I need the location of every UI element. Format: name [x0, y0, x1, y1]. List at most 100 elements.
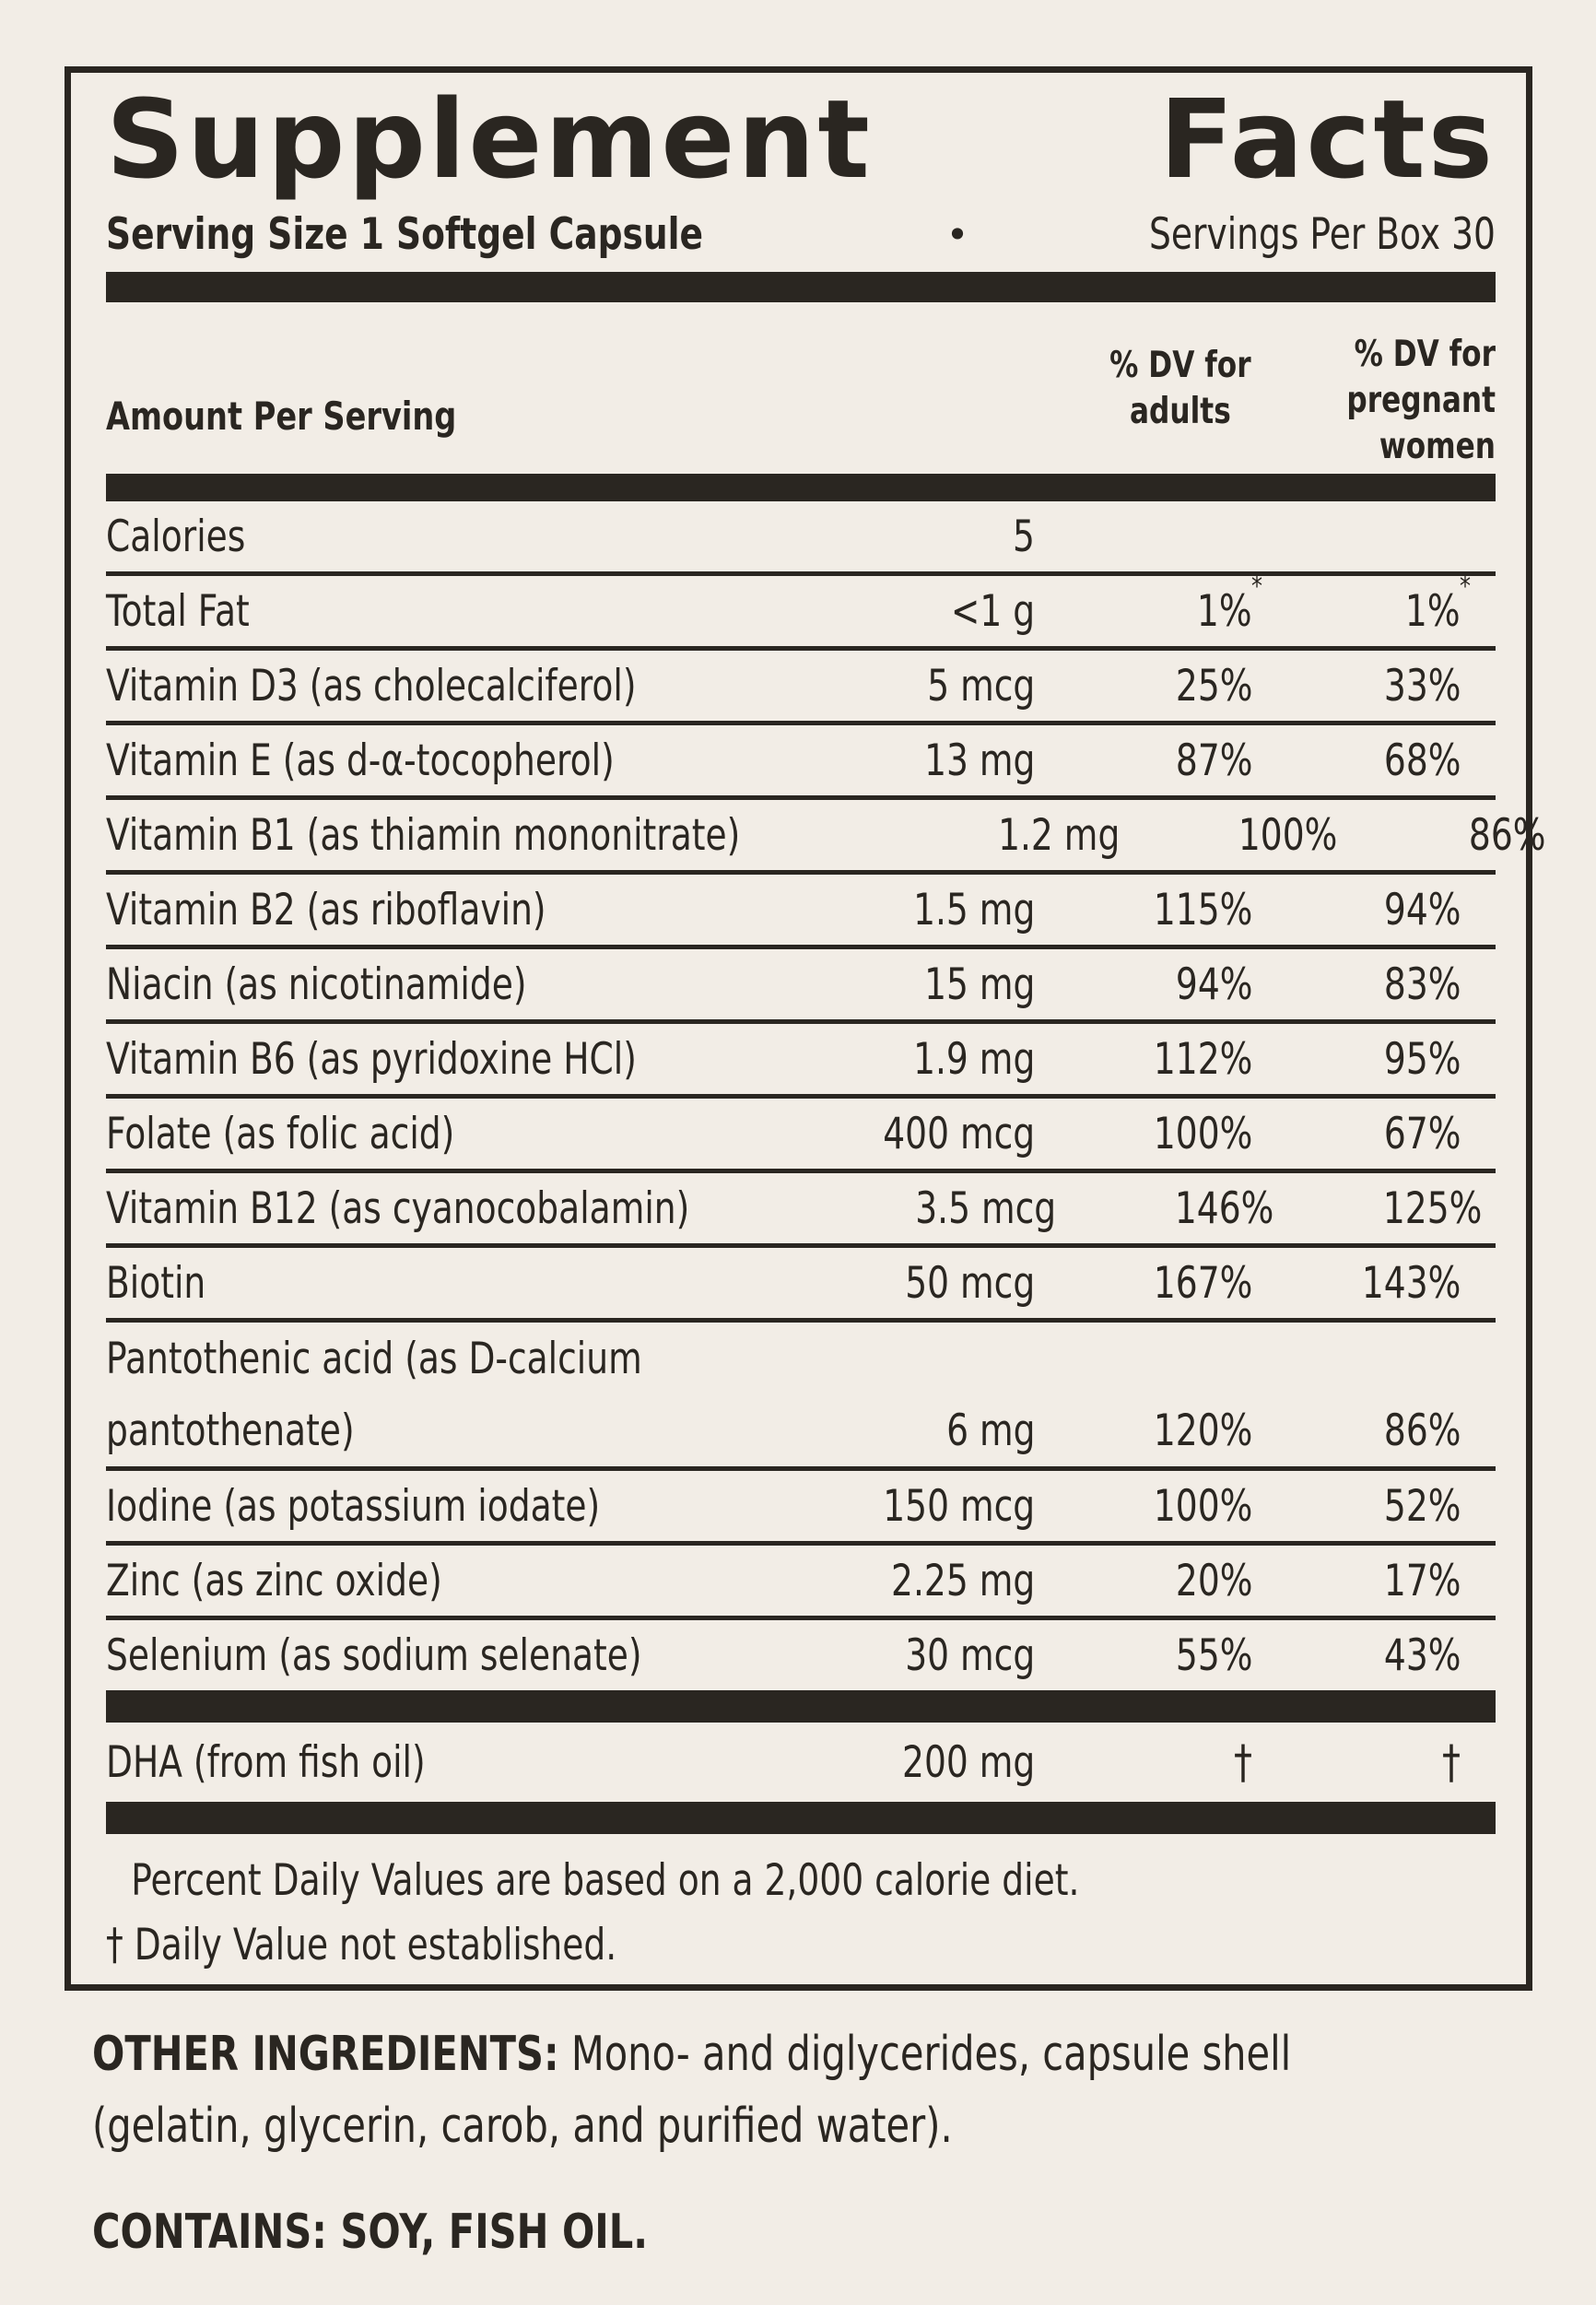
serving-line: Serving Size 1 Softgel Capsule • Serving…	[106, 207, 1496, 261]
other-ingredients-text: Mono- and diglycerides, capsule shell (g…	[92, 2027, 1292, 2154]
column-header-row: Amount Per Serving % DV for adults % DV …	[106, 302, 1496, 474]
nutrient-amount: 1.5 mg	[912, 884, 1035, 935]
table-row: Zinc (as zinc oxide) 2.25 mg 20% 17%	[106, 1546, 1496, 1621]
footnote-asterisk: *	[1460, 570, 1472, 603]
table-row: Vitamin D3 (as cholecalciferol) 5 mcg 25…	[106, 651, 1496, 726]
dv-pregnant: 94%	[1383, 884, 1461, 935]
dv-pregnant: 95%	[1383, 1033, 1461, 1085]
nutrient-amount: 5	[1013, 511, 1035, 562]
column-header-dv-pregnant: % DV for pregnant women	[1346, 334, 1496, 468]
nutrient-name: Calories	[106, 511, 246, 562]
dv-adults: 100%	[1153, 1480, 1253, 1532]
nutrient-amount: 50 mcg	[905, 1257, 1035, 1309]
table-row: Vitamin B2 (as riboflavin) 1.5 mg 115% 9…	[106, 875, 1496, 950]
column-header-amount: Amount Per Serving	[106, 394, 457, 440]
nutrient-amount: 3.5 mcg	[915, 1182, 1057, 1234]
nutrient-amount: 200 mg	[901, 1736, 1035, 1788]
nutrient-name: Vitamin D3 (as cholecalciferol)	[106, 660, 637, 711]
table-row: Niacin (as nicotinamide) 15 mg 94% 83%	[106, 949, 1496, 1025]
contains-statement: CONTAINS: SOY, FISH OIL.	[92, 2205, 649, 2260]
dv-pregnant: 43%	[1383, 1629, 1461, 1681]
footnote-percent-dv: Percent Daily Values are based on a 2,00…	[131, 1855, 1080, 1907]
divider-bar	[106, 1802, 1496, 1835]
nutrient-amount: 30 mcg	[905, 1629, 1035, 1681]
dv-adults: 20%	[1175, 1555, 1252, 1606]
table-row: Biotin 50 mcg 167% 143%	[106, 1248, 1496, 1323]
table-row-calories: Calories 5	[106, 501, 1496, 577]
table-row-pantothenic-acid: Pantothenic acid (as D-calcium pantothen…	[106, 1323, 1496, 1472]
table-row: Iodine (as potassium iodate) 150 mcg 100…	[106, 1471, 1496, 1546]
nutrient-name: DHA (from fish oil)	[106, 1736, 426, 1788]
dv-pregnant: 67%	[1383, 1108, 1461, 1159]
nutrient-name: Biotin	[106, 1257, 206, 1309]
nutrient-name: Total Fat	[106, 585, 250, 637]
nutrient-name: Vitamin B12 (as cyanocobalamin)	[106, 1182, 690, 1234]
table-row: Folate (as folic acid) 400 mcg 100% 67%	[106, 1099, 1496, 1174]
bullet-separator: •	[945, 211, 969, 257]
dha-section: DHA (from fish oil) 200 mg † †	[106, 1690, 1496, 1835]
nutrient-amount: 6 mg	[945, 1405, 1035, 1456]
dv-adults: 100%	[1238, 809, 1338, 861]
nutrient-name: Vitamin B6 (as pyridoxine HCl)	[106, 1033, 637, 1085]
panel-title: Supplement Facts	[106, 84, 1496, 194]
nutrient-name: Vitamin E (as d-α-tocopherol)	[106, 735, 615, 786]
dv-adults: 25%	[1175, 660, 1252, 711]
other-ingredients-label: OTHER INGREDIENTS:	[92, 2027, 559, 2082]
nutrient-name-line2: pantothenate)	[106, 1405, 355, 1456]
dv-pregnant: 86%	[1383, 1405, 1461, 1456]
nutrient-name: Zinc (as zinc oxide)	[106, 1555, 442, 1606]
nutrient-amount: 1.2 mg	[998, 809, 1121, 861]
dv-pregnant: 143%	[1361, 1257, 1461, 1309]
column-header-dv-adults: % DV for adults	[1109, 345, 1251, 433]
other-ingredients: OTHER INGREDIENTS: Mono- and diglyceride…	[92, 2018, 1442, 2162]
dv-pregnant: 17%	[1383, 1555, 1461, 1606]
dv-pregnant: 1% *	[1405, 570, 1472, 637]
nutrient-name: Folate (as folic acid)	[106, 1108, 455, 1159]
dv-adults: 100%	[1153, 1108, 1253, 1159]
dv-adults: 146%	[1175, 1182, 1274, 1234]
dv-pregnant: 125%	[1383, 1182, 1483, 1234]
table-row: Vitamin B6 (as pyridoxine HCl) 1.9 mg 11…	[106, 1024, 1496, 1100]
dv-pregnant: 86%	[1468, 809, 1546, 861]
below-panel-text: OTHER INGREDIENTS: Mono- and diglyceride…	[92, 2018, 1442, 2260]
footnote-dagger: † Daily Value not established.	[106, 1920, 617, 1971]
dv-pregnant: 52%	[1383, 1480, 1461, 1532]
divider-bar	[106, 272, 1496, 303]
nutrient-name: Iodine (as potassium iodate)	[106, 1480, 601, 1532]
nutrient-amount: 13 mg	[923, 735, 1035, 786]
dv-pregnant-dagger: †	[1442, 1735, 1461, 1790]
nutrient-name: Selenium (as sodium selenate)	[106, 1629, 642, 1681]
nutrient-amount: 150 mcg	[883, 1480, 1035, 1532]
table-row: Selenium (as sodium selenate) 30 mcg 55%…	[106, 1620, 1496, 1690]
footnote-asterisk: *	[1251, 570, 1263, 603]
table-row-total-fat: Total Fat <1 g 1% * 1% *	[106, 570, 1496, 652]
nutrient-amount: 15 mg	[923, 958, 1035, 1010]
footnotes: Percent Daily Values are based on a 2,00…	[106, 1834, 1496, 1978]
nutrient-amount: 400 mcg	[883, 1108, 1035, 1159]
dv-adults: 1% *	[1197, 570, 1263, 637]
dv-adults: 55%	[1175, 1629, 1252, 1681]
dv-adults-dagger: †	[1234, 1735, 1252, 1790]
dv-adults: 112%	[1153, 1033, 1253, 1085]
divider-bar	[106, 474, 1496, 502]
nutrient-amount: 1.9 mg	[912, 1033, 1035, 1085]
dv-adults: 167%	[1153, 1257, 1253, 1309]
divider-bar	[106, 1690, 1496, 1723]
dv-pregnant: 33%	[1383, 660, 1461, 711]
nutrient-amount: <1 g	[950, 585, 1035, 637]
dv-adults: 87%	[1175, 735, 1252, 786]
table-row: Vitamin E (as d-α-tocopherol) 13 mg 87% …	[106, 725, 1496, 801]
nutrient-name: Niacin (as nicotinamide)	[106, 958, 527, 1010]
nutrient-name-line1: Pantothenic acid (as D-calcium	[106, 1333, 642, 1384]
table-row-dha: DHA (from fish oil) 200 mg † †	[106, 1723, 1496, 1802]
panel-title-text: Supplement Facts	[106, 76, 1496, 203]
nutrient-name: Vitamin B2 (as riboflavin)	[106, 884, 546, 935]
dv-pregnant: 68%	[1383, 735, 1461, 786]
nutrient-name: Vitamin B1 (as thiamin mononitrate)	[106, 809, 741, 861]
supplement-facts-panel: Supplement Facts Serving Size 1 Softgel …	[65, 66, 1545, 1991]
nutrient-amount: 5 mcg	[926, 660, 1035, 711]
nutrient-amount: 2.25 mg	[890, 1555, 1035, 1606]
dv-adults: 115%	[1153, 884, 1253, 935]
dv-pregnant: 83%	[1383, 958, 1461, 1010]
dv-adults: 120%	[1153, 1405, 1253, 1456]
